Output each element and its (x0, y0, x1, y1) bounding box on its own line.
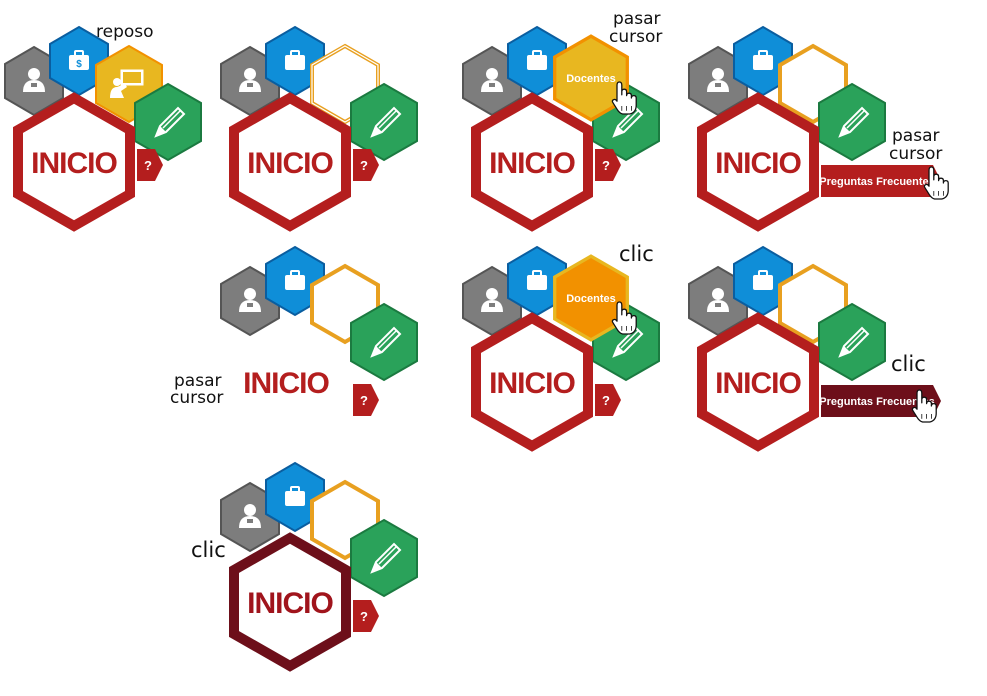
cluster-docentes-hover: Docentes INICIO ? pasar cursor (462, 9, 662, 226)
svg-text:INICIO: INICIO (715, 147, 801, 180)
hover-annotation-line1: pasar (892, 126, 939, 146)
cluster-outline: INICIO ? (220, 26, 418, 226)
faq-tab-button[interactable]: ? (595, 384, 621, 416)
svg-text:Docentes: Docentes (566, 73, 616, 85)
svg-text:?: ? (602, 393, 610, 408)
click-annotation: clic (191, 538, 226, 562)
inicio-button[interactable]: INICIO (702, 98, 814, 226)
docentes-hex-button[interactable] (95, 45, 163, 123)
click-annotation: clic (619, 242, 654, 266)
svg-text:Preguntas Frecuentes: Preguntas Frecuentes (819, 176, 935, 188)
cluster-rest: $ INICIO ? reposo (4, 22, 202, 226)
salary-hex-button[interactable]: $ (49, 26, 109, 96)
docentes-hex-button[interactable]: Docentes (553, 34, 629, 122)
inicio-button[interactable]: INICIO (476, 318, 588, 446)
svg-text:INICIO: INICIO (243, 367, 329, 400)
hover-annotation-line1: pasar (174, 371, 221, 391)
faq-expanded-button[interactable]: Preguntas Frecuentes (819, 165, 941, 197)
svg-text:?: ? (144, 158, 152, 173)
faq-expanded-button[interactable]: Preguntas Frecuentes (819, 385, 941, 417)
svg-text:Docentes: Docentes (566, 293, 616, 305)
faq-tab-button[interactable]: ? (353, 149, 379, 181)
inicio-button[interactable]: INICIO (234, 98, 346, 226)
teacher-board-icon (110, 69, 144, 98)
svg-text:$: $ (76, 59, 82, 70)
cluster-docentes-click: Docentes INICIO ? clic (462, 242, 660, 446)
faq-tab-button[interactable]: ? (595, 149, 621, 181)
inicio-button[interactable]: INICIO (476, 98, 588, 226)
faq-tab-button[interactable]: ? (137, 149, 163, 181)
svg-text:Preguntas Frecuentes: Preguntas Frecuentes (819, 396, 935, 408)
svg-text:INICIO: INICIO (489, 367, 575, 400)
svg-text:?: ? (360, 158, 368, 173)
faq-tab-button[interactable]: ? (353, 600, 379, 632)
hover-annotation-line2: cursor (889, 144, 942, 164)
svg-text:?: ? (360, 609, 368, 624)
hover-annotation-line2: cursor (609, 27, 662, 47)
svg-text:INICIO: INICIO (715, 367, 801, 400)
click-annotation: clic (891, 352, 926, 376)
cluster-inicio-click: INICIO ? clic (191, 462, 418, 666)
inicio-button[interactable]: INICIO (234, 538, 346, 666)
cluster-faq-hover: INICIO Preguntas Frecuentes pasar cursor (688, 26, 949, 226)
hover-annotation-line2: cursor (170, 388, 223, 408)
docentes-hex-button[interactable]: Docentes (553, 254, 629, 342)
svg-text:INICIO: INICIO (489, 147, 575, 180)
rest-annotation: reposo (96, 22, 154, 42)
inicio-text-button[interactable]: INICIO (243, 367, 330, 400)
svg-text:INICIO: INICIO (247, 147, 333, 180)
hover-annotation-line1: pasar (613, 9, 660, 29)
inicio-button[interactable]: INICIO (702, 318, 814, 446)
svg-text:INICIO: INICIO (247, 587, 333, 620)
svg-text:INICIO: INICIO (31, 147, 117, 180)
svg-text:?: ? (360, 393, 368, 408)
cluster-faq-click: INICIO Preguntas Frecuentes clic (688, 246, 941, 446)
inicio-button[interactable]: INICIO (18, 98, 130, 226)
cluster-inicio-hover: INICIO ? pasar cursor (170, 246, 418, 416)
faq-tab-button[interactable]: ? (353, 384, 379, 416)
svg-text:?: ? (602, 158, 610, 173)
